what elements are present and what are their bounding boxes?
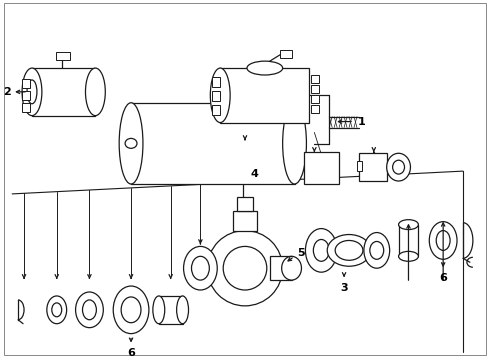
Bar [304, 152, 339, 184]
Bar [212, 77, 220, 87]
Text: 5: 5 [297, 248, 305, 258]
Ellipse shape [314, 239, 329, 261]
Ellipse shape [75, 292, 103, 328]
Bar [357, 161, 362, 171]
Ellipse shape [27, 80, 37, 104]
Bar [212, 91, 220, 101]
Bar [22, 91, 30, 100]
Ellipse shape [210, 68, 230, 122]
Ellipse shape [85, 68, 105, 116]
Ellipse shape [119, 103, 143, 184]
Text: 3: 3 [340, 283, 348, 293]
Ellipse shape [121, 297, 141, 323]
Ellipse shape [22, 68, 42, 116]
Ellipse shape [392, 160, 405, 174]
Bar [398, 225, 418, 256]
Bar [311, 105, 319, 113]
Bar [270, 256, 292, 280]
Bar [220, 68, 309, 122]
Ellipse shape [429, 222, 457, 259]
Bar [212, 105, 220, 114]
Ellipse shape [207, 230, 283, 306]
Ellipse shape [153, 296, 165, 324]
Ellipse shape [176, 296, 189, 324]
Ellipse shape [282, 256, 301, 280]
Bar [311, 85, 319, 93]
Ellipse shape [305, 229, 337, 272]
Bar [359, 153, 387, 181]
Ellipse shape [192, 256, 209, 280]
Ellipse shape [436, 230, 450, 250]
Bar [311, 95, 319, 103]
Bar [56, 52, 70, 60]
Bar [32, 68, 96, 116]
Ellipse shape [398, 251, 418, 261]
Text: 4: 4 [251, 169, 259, 179]
Ellipse shape [52, 303, 62, 317]
Ellipse shape [335, 240, 363, 260]
Ellipse shape [113, 286, 149, 334]
Text: 2: 2 [3, 87, 11, 97]
Ellipse shape [125, 138, 137, 148]
Ellipse shape [283, 103, 306, 184]
Bar [280, 50, 292, 58]
Bar [22, 103, 30, 112]
Text: 6: 6 [127, 348, 135, 359]
Text: 6: 6 [439, 273, 447, 283]
Bar [311, 75, 319, 83]
Ellipse shape [184, 246, 217, 290]
Ellipse shape [387, 153, 411, 181]
Ellipse shape [327, 234, 371, 266]
Ellipse shape [398, 220, 418, 230]
Ellipse shape [82, 300, 97, 320]
Ellipse shape [47, 296, 67, 324]
Ellipse shape [247, 61, 283, 75]
Text: 1: 1 [358, 117, 366, 127]
Bar [233, 211, 257, 230]
Bar [237, 197, 253, 211]
Bar [131, 103, 294, 184]
Bar [159, 296, 183, 324]
Ellipse shape [223, 246, 267, 290]
Ellipse shape [370, 242, 384, 259]
Ellipse shape [364, 233, 390, 268]
Bar [22, 79, 30, 88]
